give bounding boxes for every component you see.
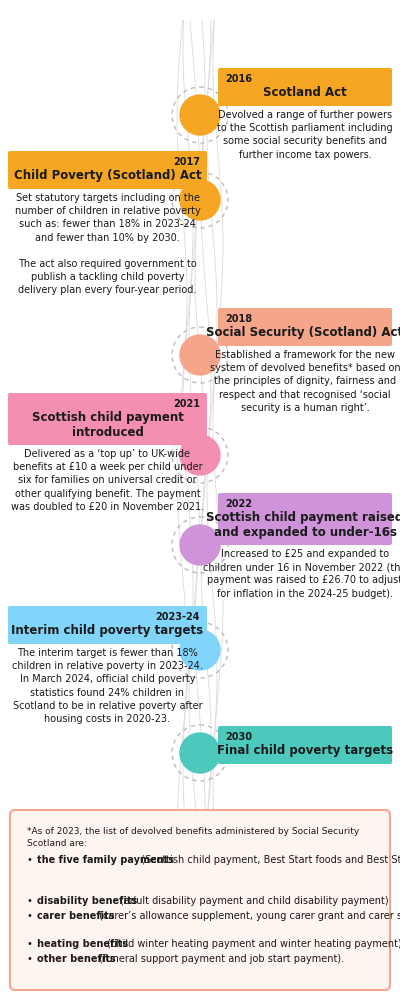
Text: Final child poverty targets: Final child poverty targets [217,744,393,757]
Text: 2023-24: 2023-24 [156,612,200,622]
Text: the five family payments: the five family payments [37,855,174,865]
Text: Devolved a range of further powers
to the Scottish parliament including
some soc: Devolved a range of further powers to th… [217,110,393,160]
Text: 2021: 2021 [173,399,200,409]
Text: Established a framework for the new
system of devolved benefits* based on
the pr: Established a framework for the new syst… [210,350,400,413]
Circle shape [180,733,220,773]
Text: •: • [27,954,33,964]
Text: •: • [27,896,33,906]
Circle shape [180,630,220,670]
Text: carer benefits: carer benefits [37,911,114,921]
Text: Delivered as a ‘top up’ to UK-wide
benefits at £10 a week per child under
six fo: Delivered as a ‘top up’ to UK-wide benef… [11,449,204,512]
Text: (funeral support payment and job start payment).: (funeral support payment and job start p… [96,954,344,964]
FancyBboxPatch shape [10,810,390,990]
Text: Scotland Act: Scotland Act [263,86,347,99]
Circle shape [180,525,220,565]
Text: Scottish child payment
introduced: Scottish child payment introduced [32,411,184,439]
Circle shape [180,180,220,220]
Text: Interim child poverty targets: Interim child poverty targets [12,624,204,637]
FancyBboxPatch shape [218,308,392,346]
FancyBboxPatch shape [8,151,207,189]
Text: Child Poverty (Scotland) Act: Child Poverty (Scotland) Act [14,169,201,182]
FancyBboxPatch shape [218,68,392,106]
Text: (Scottish child payment, Best Start foods and Best Start grants - pregnancy and : (Scottish child payment, Best Start food… [138,855,400,865]
Circle shape [180,435,220,475]
FancyBboxPatch shape [8,606,207,644]
FancyBboxPatch shape [8,393,207,445]
Circle shape [180,335,220,375]
Text: (carer’s allowance supplement, young carer grant and carer support payment): (carer’s allowance supplement, young car… [96,911,400,921]
Text: 2017: 2017 [173,157,200,167]
Text: Social Security (Scotland) Act: Social Security (Scotland) Act [206,326,400,339]
Text: (child winter heating payment and winter heating payment): (child winter heating payment and winter… [104,939,400,949]
Text: other benefits: other benefits [37,954,116,964]
FancyBboxPatch shape [218,726,392,764]
Text: (adult disability payment and child disability payment): (adult disability payment and child disa… [117,896,388,906]
Text: •: • [27,855,33,865]
Text: disability benefits: disability benefits [37,896,137,906]
Text: 2022: 2022 [225,499,252,509]
Text: *As of 2023, the list of devolved benefits administered by Social Security
Scotl: *As of 2023, the list of devolved benefi… [27,827,359,848]
Text: 2030: 2030 [225,732,252,742]
Text: 2018: 2018 [225,314,252,324]
Text: Set statutory targets including on the
number of children in relative poverty
su: Set statutory targets including on the n… [15,193,200,295]
Text: 2016: 2016 [225,74,252,84]
Text: The interim target is fewer than 18%
children in relative poverty in 2023-24.
In: The interim target is fewer than 18% chi… [12,648,203,724]
Text: Scottish child payment raised
and expanded to under-16s: Scottish child payment raised and expand… [206,511,400,539]
FancyBboxPatch shape [218,493,392,545]
Text: Increased to £25 and expanded to
children under 16 in November 2022 (the
payment: Increased to £25 and expanded to childre… [203,549,400,599]
Text: •: • [27,939,33,949]
Text: heating benefits: heating benefits [37,939,128,949]
Text: •: • [27,911,33,921]
Circle shape [180,95,220,135]
